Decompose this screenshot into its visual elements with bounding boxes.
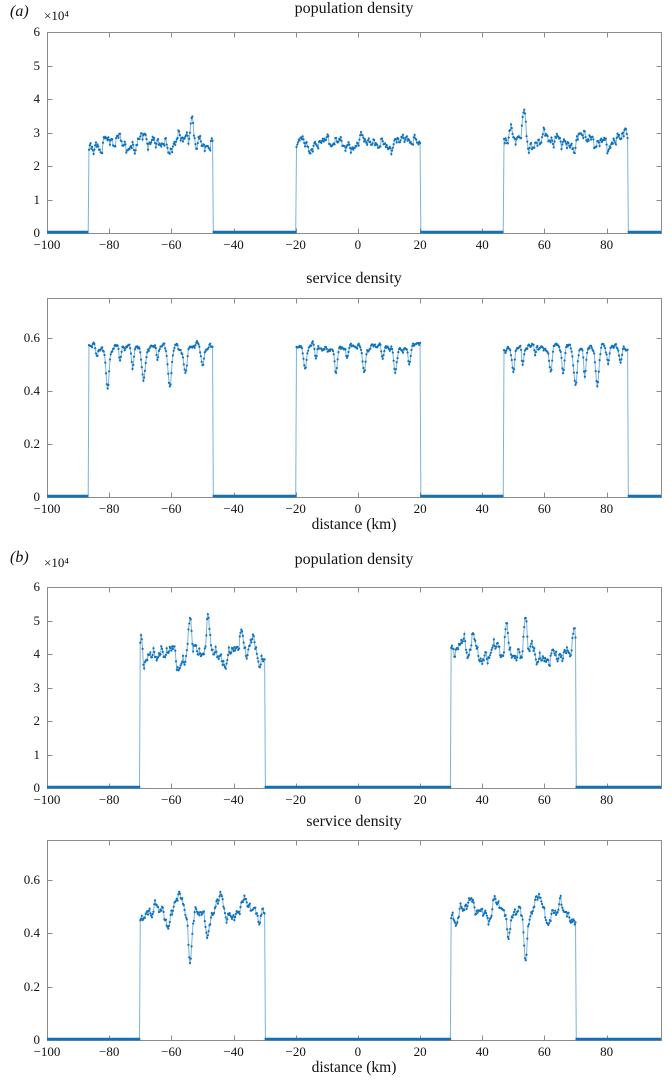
y-tick-label: 0 [33,489,41,504]
x-tick-label: −40 [223,1044,244,1059]
x-tick-label: −20 [285,501,306,516]
x-tick-label: −80 [99,237,120,252]
x-tick-label: −60 [161,792,182,807]
x-axis-label-a: distance (km) [311,516,397,533]
x-tick-label: 0 [354,1044,362,1059]
x-tick-label: −40 [223,237,244,252]
chart-title-a-service: service density [306,270,402,287]
y-tick-label: 2 [33,713,41,728]
y-tick-label: 0.4 [23,925,40,941]
x-tick-label: −100 [33,237,61,252]
x-tick-label: −20 [285,792,306,807]
y-tick-label: 0.2 [23,978,40,994]
y-tick-label: 0.6 [23,329,40,345]
y-tick-label: 5 [33,612,41,628]
y-tick-label: 0.4 [23,382,40,398]
y-tick-label: 4 [33,646,41,661]
chart-title-a-population: population density [294,0,414,17]
y-tick-label: 0 [33,225,41,240]
x-tick-label: 80 [600,1044,614,1059]
y-tick-label: 1 [33,191,41,207]
panel-a-label: (a) [10,3,29,20]
x-tick-label: 40 [475,792,489,807]
x-tick-label: 0 [354,792,362,807]
x-tick-label: 80 [600,237,614,252]
x-tick-label: −80 [99,792,120,807]
y-tick-label: 6 [33,579,41,594]
y-tick-label: 4 [33,91,41,106]
x-tick-label: 20 [413,237,427,252]
x-tick-label: −60 [161,237,182,252]
plot-area-b-service [47,840,661,1040]
x-tick-label: −60 [161,1044,182,1059]
y-tick-label: 3 [33,124,41,140]
plot-area-a-service [47,298,661,497]
x-tick-label: −100 [33,1044,61,1059]
x-tick-label: 0 [354,501,362,516]
x-tick-label: 0 [354,237,362,252]
x-tick-label: 80 [600,792,614,807]
x-tick-label: 60 [537,501,551,516]
x-tick-label: 60 [537,1044,551,1059]
x-axis-label-b: distance (km) [311,1059,397,1076]
y-tick-label: 3 [33,679,41,695]
x-tick-label: −80 [99,501,120,516]
x-tick-label: −60 [161,501,182,516]
x-tick-label: −100 [33,792,61,807]
x-tick-label: −40 [223,792,244,807]
x-tick-label: 60 [537,792,551,807]
y-tick-label: 6 [33,24,41,39]
y-exponent-label-a: ×10⁴ [44,8,69,23]
x-tick-label: 40 [475,1044,489,1059]
x-tick-label: 20 [413,1044,427,1059]
x-tick-label: −100 [33,501,61,516]
x-tick-label: 20 [413,501,427,516]
x-tick-label: 20 [413,792,427,807]
y-tick-label: 0 [33,1032,41,1047]
y-tick-label: 5 [33,57,41,73]
plot-area-a-population [47,32,661,233]
chart-title-b-population: population density [294,551,414,568]
y-tick-label: 0.6 [23,872,40,887]
x-tick-label: 40 [475,237,489,252]
y-tick-label: 0 [33,780,41,795]
panel-b-label: (b) [10,549,29,566]
x-tick-label: −20 [285,1044,306,1059]
y-tick-label: 2 [33,158,41,173]
y-exponent-label-b: ×10⁴ [44,555,69,570]
chart-title-b-service: service density [306,813,402,830]
x-tick-label: −40 [223,501,244,516]
y-tick-label: 0.2 [23,435,40,451]
y-tick-label: 1 [33,746,41,762]
x-tick-label: 40 [475,501,489,516]
x-tick-label: 60 [537,237,551,252]
plot-area-b-population [47,587,661,788]
x-tick-label: −80 [99,1044,120,1059]
x-tick-label: 80 [600,501,614,516]
x-tick-label: −20 [285,237,306,252]
